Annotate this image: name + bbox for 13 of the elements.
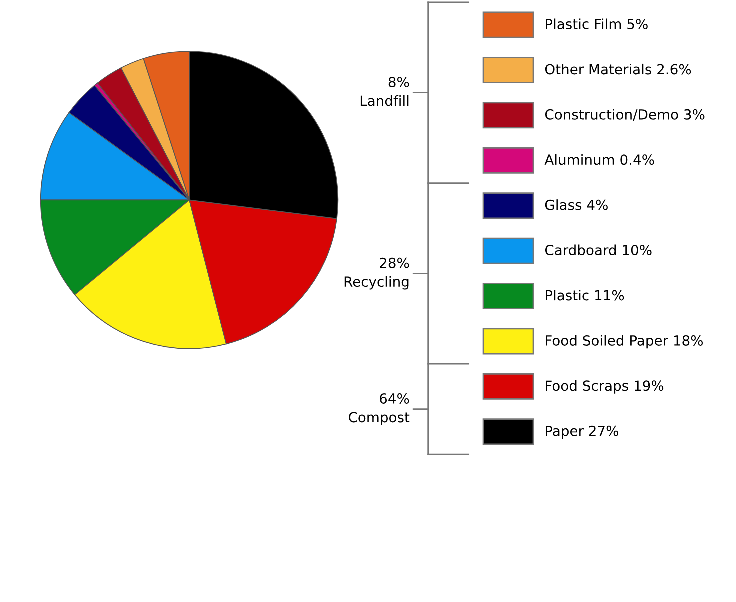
text: 8% Landfill (360, 77, 410, 106)
legend-label: Glass 4% (545, 200, 608, 210)
legend-label: Construction/Demo 3% (545, 109, 705, 122)
legend-label: Aluminum 0.4% (544, 154, 654, 166)
legend-label: Plastic Film 5% (546, 18, 648, 30)
legend-label: Food Soiled Paper 18% (546, 335, 704, 349)
legend-label: Cardboard 10% (545, 244, 652, 256)
text: 28% Recycling (344, 258, 410, 290)
text: 64% Compost (349, 393, 410, 426)
legend-label: Paper 27% (546, 426, 618, 440)
legend-label: Food Scraps 19% (546, 380, 664, 394)
legend-label: Plastic 11% (546, 290, 624, 301)
legend-label: Other Materials 2.6% (545, 64, 692, 75)
